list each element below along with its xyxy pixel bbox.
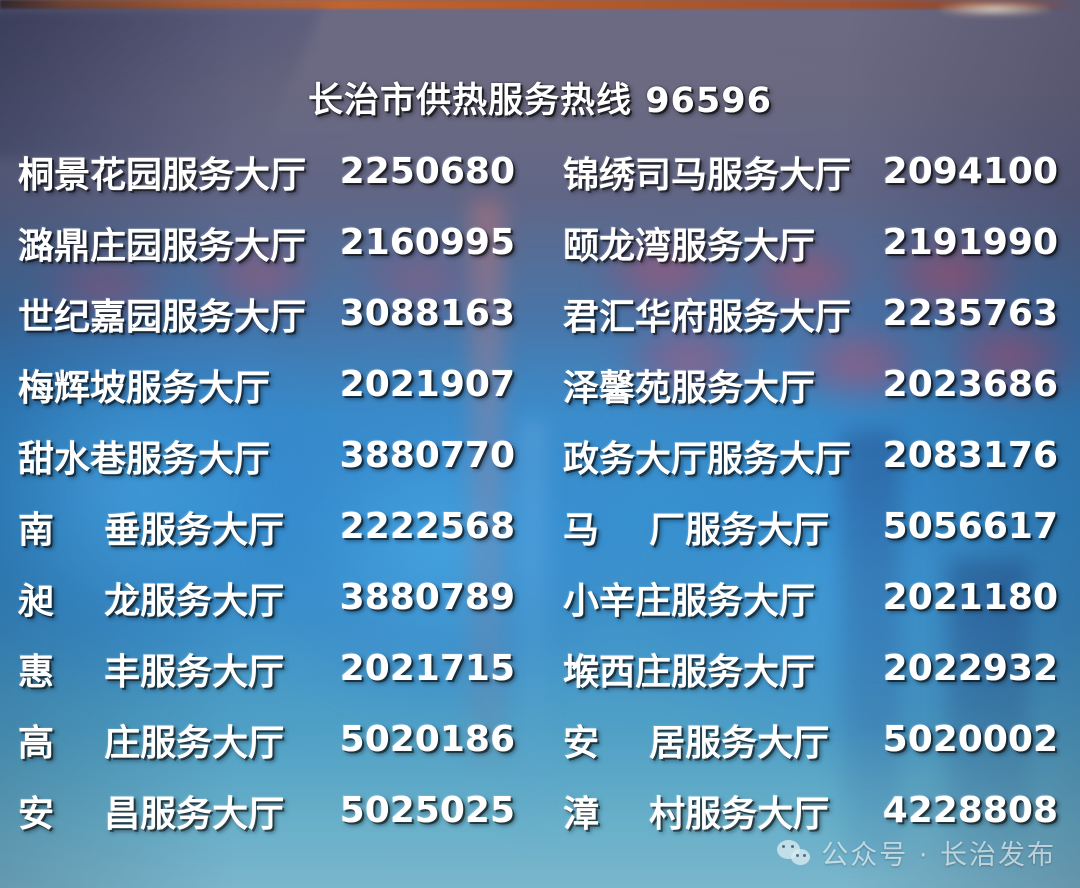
service-hall-name: 南 垂服务大厅 (18, 509, 285, 551)
table-cell-right: 堠西庄服务大厅 2022932 (535, 643, 1080, 695)
service-hall-phone: 5056617 (882, 506, 1058, 547)
wechat-icon (777, 838, 811, 868)
table-row: 昶 龙服务大厅 3880789 小辛庄服务大厅 2021180 (0, 562, 1080, 633)
service-hall-phone: 5025025 (339, 790, 515, 831)
service-hall-name: 安 居服务大厅 (563, 722, 830, 764)
service-hall-phone: 3880770 (339, 435, 515, 476)
table-row: 梅辉坡服务大厅 2021907 泽馨苑服务大厅 2023686 (0, 349, 1080, 420)
watermark: 公众号 · 长治发布 (777, 833, 1056, 872)
service-hall-phone: 2083176 (882, 435, 1058, 476)
table-cell-right: 小辛庄服务大厅 2021180 (535, 572, 1080, 624)
table-cell-left: 甜水巷服务大厅 3880770 (0, 430, 535, 482)
service-hall-name: 锦绣司马服务大厅 (563, 154, 852, 196)
background-vertical-stripe-4 (948, 560, 1028, 860)
service-hall-name: 堠西庄服务大厅 (563, 651, 816, 693)
service-hall-name: 惠 丰服务大厅 (18, 651, 285, 693)
background-vertical-stripe-2 (520, 420, 546, 840)
table-row: 甜水巷服务大厅 3880770 政务大厅服务大厅 2083176 (0, 420, 1080, 491)
background-blue-beam-mid (250, 380, 630, 710)
table-row: 惠 丰服务大厅 2021715 堠西庄服务大厅 2022932 (0, 633, 1080, 704)
service-hall-name: 桐景花园服务大厅 (18, 154, 307, 196)
table-cell-left: 世纪嘉园服务大厅 3088163 (0, 288, 535, 340)
service-hall-phone: 4228808 (882, 790, 1058, 831)
service-hall-name: 小辛庄服务大厅 (563, 580, 816, 622)
table-cell-right: 泽馨苑服务大厅 2023686 (535, 359, 1080, 411)
background-stage-lights (0, 215, 1080, 445)
table-cell-left: 潞鼎庄园服务大厅 2160995 (0, 217, 535, 269)
table-cell-left: 安 昌服务大厅 5025025 (0, 785, 535, 837)
background-top-highlight (940, 2, 1050, 16)
service-hall-phone: 2235763 (882, 293, 1058, 334)
service-hall-phone: 2021715 (339, 648, 515, 689)
service-hall-name: 世纪嘉园服务大厅 (18, 296, 307, 338)
table-cell-left: 昶 龙服务大厅 3880789 (0, 572, 535, 624)
service-hall-name: 颐龙湾服务大厅 (563, 225, 816, 267)
table-cell-right: 锦绣司马服务大厅 2094100 (535, 146, 1080, 198)
background-top-orange-strip (0, 0, 1080, 9)
service-hall-table: 桐景花园服务大厅 2250680 锦绣司马服务大厅 2094100 潞鼎庄园服务… (0, 136, 1080, 846)
table-row: 南 垂服务大厅 2222568 马 厂服务大厅 5056617 (0, 491, 1080, 562)
service-hall-name: 昶 龙服务大厅 (18, 580, 285, 622)
table-row: 高 庄服务大厅 5020186 安 居服务大厅 5020002 (0, 704, 1080, 775)
background-blue-beam-right (640, 430, 1080, 760)
service-hall-name: 梅辉坡服务大厅 (18, 367, 271, 409)
table-cell-right: 君汇华府服务大厅 2235763 (535, 288, 1080, 340)
service-hall-name: 安 昌服务大厅 (18, 793, 285, 835)
table-cell-right: 漳 村服务大厅 4228808 (535, 785, 1080, 837)
service-hall-phone: 2022932 (882, 648, 1058, 689)
service-hall-phone: 2250680 (339, 151, 515, 192)
page-title: 长治市供热服务热线 96596 (308, 81, 772, 121)
table-cell-right: 颐龙湾服务大厅 2191990 (535, 217, 1080, 269)
service-hall-name: 高 庄服务大厅 (18, 722, 285, 764)
table-row: 潞鼎庄园服务大厅 2160995 颐龙湾服务大厅 2191990 (0, 207, 1080, 278)
service-hall-phone: 2160995 (339, 222, 515, 263)
table-cell-left: 梅辉坡服务大厅 2021907 (0, 359, 535, 411)
service-hall-name: 甜水巷服务大厅 (18, 438, 271, 480)
service-hall-name: 潞鼎庄园服务大厅 (18, 225, 307, 267)
service-hall-name: 君汇华府服务大厅 (563, 296, 852, 338)
service-hall-name: 泽馨苑服务大厅 (563, 367, 816, 409)
service-hall-phone: 2222568 (339, 506, 515, 547)
service-hall-phone: 3880789 (339, 577, 515, 618)
service-hall-phone: 3088163 (339, 293, 515, 334)
service-hall-phone: 2094100 (882, 151, 1058, 192)
background-vertical-stripe-3 (840, 430, 900, 860)
table-cell-left: 南 垂服务大厅 2222568 (0, 501, 535, 553)
service-hall-phone: 2023686 (882, 364, 1058, 405)
table-cell-right: 马 厂服务大厅 5056617 (535, 501, 1080, 553)
service-hall-name: 漳 村服务大厅 (563, 793, 830, 835)
watermark-text: 公众号 · 长治发布 (821, 840, 1056, 871)
table-cell-left: 桐景花园服务大厅 2250680 (0, 146, 535, 198)
table-cell-left: 高 庄服务大厅 5020186 (0, 714, 535, 766)
table-row: 安 昌服务大厅 5025025 漳 村服务大厅 4228808 (0, 775, 1080, 846)
table-cell-left: 惠 丰服务大厅 2021715 (0, 643, 535, 695)
table-row: 桐景花园服务大厅 2250680 锦绣司马服务大厅 2094100 (0, 136, 1080, 207)
service-hall-name: 政务大厅服务大厅 (563, 438, 852, 480)
table-cell-right: 安 居服务大厅 5020002 (535, 714, 1080, 766)
table-cell-right: 政务大厅服务大厅 2083176 (535, 430, 1080, 482)
table-row: 世纪嘉园服务大厅 3088163 君汇华府服务大厅 2235763 (0, 278, 1080, 349)
service-hall-name: 马 厂服务大厅 (563, 509, 830, 551)
service-hall-phone: 5020002 (882, 719, 1058, 760)
service-hall-phone: 2191990 (882, 222, 1058, 263)
service-hall-phone: 2021907 (339, 364, 515, 405)
background-vertical-stripe-1 (470, 200, 504, 760)
service-hall-phone: 5020186 (339, 719, 515, 760)
service-hall-phone: 2021180 (882, 577, 1058, 618)
